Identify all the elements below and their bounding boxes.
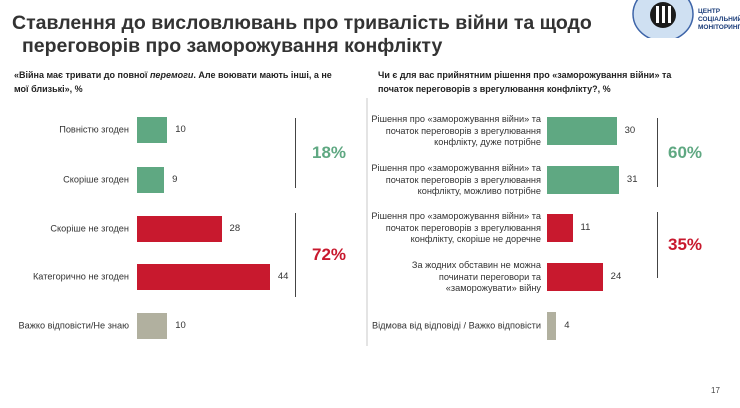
data-label: 11 [580, 222, 591, 233]
bar-disagree [137, 264, 270, 290]
summary-percent-disagree: 35% [668, 235, 703, 254]
bar-disagree [547, 263, 603, 291]
summary-percent-agree: 18% [312, 143, 347, 162]
bar-agree [137, 117, 168, 143]
summary-percent-disagree: 72% [312, 245, 347, 264]
data-label: 44 [277, 271, 289, 282]
bar-agree [137, 167, 165, 193]
logo-icon: ЦЕНТР СОЦІАЛЬНИЙ МОНІТОРИНГ [632, 0, 740, 42]
bracket-disagree [295, 213, 296, 297]
category-label: За жодних обставин не можна починати пер… [411, 259, 541, 293]
category-label: Скоріше не згоден [50, 223, 129, 234]
divider [366, 98, 368, 346]
bar-neutral [137, 313, 168, 339]
title-line-1: Ставлення до висловлювань про тривалість… [12, 12, 592, 34]
left-chart-question: «Війна має тривати до повної перемоги. А… [14, 68, 344, 96]
q-part: «Війна має тривати до повної [14, 70, 150, 80]
bracket-disagree [657, 212, 658, 278]
data-label: 9 [172, 174, 178, 185]
data-label: 31 [626, 174, 638, 185]
page-number: 17 [711, 386, 720, 395]
data-label: 28 [229, 223, 241, 234]
category-label: Категорично не згоден [32, 271, 129, 282]
bar-disagree [137, 216, 222, 242]
logo: ЦЕНТР СОЦІАЛЬНИЙ МОНІТОРИНГ [628, 0, 740, 42]
title-line-2: переговорів про заморожування конфлікту [22, 35, 443, 57]
bar-agree [547, 117, 617, 145]
category-label: Рішення про «заморожування війни» та поч… [371, 113, 541, 147]
bracket-agree [295, 118, 296, 188]
svg-text:СОЦІАЛЬНИЙ: СОЦІАЛЬНИЙ [698, 14, 740, 23]
bar-neutral [547, 312, 557, 340]
bar-agree [547, 166, 619, 194]
q-part-italic: перемоги [149, 70, 194, 80]
q-part: . Але воювати мають інші, а не мої близь… [14, 70, 332, 94]
category-label: Повністю згоден [59, 124, 129, 135]
category-label: Рішення про «заморожування війни» та поч… [371, 210, 541, 244]
bracket-agree [657, 118, 658, 187]
right-chart-question: Чи є для вас прийнятним рішення про «зам… [378, 70, 672, 94]
data-label: 24 [610, 271, 622, 282]
summary-percent-agree: 60% [668, 142, 703, 162]
category-label: Відмова від відповіді / Важко відповісти [372, 320, 541, 331]
svg-text:МОНІТОРИНГ: МОНІТОРИНГ [698, 24, 740, 31]
category-label: Рішення про «заморожування війни» та поч… [371, 162, 541, 196]
data-label: 10 [175, 320, 186, 331]
bar-disagree [547, 214, 573, 242]
data-label: 4 [564, 320, 570, 331]
page-title: Ставлення до висловлювань про тривалість… [12, 12, 612, 58]
data-label: 10 [175, 124, 186, 135]
category-label: Скоріше згоден [63, 174, 129, 185]
data-label: 30 [624, 125, 636, 136]
category-label: Важко відповісти/Не знаю [18, 320, 129, 331]
svg-text:ЦЕНТР: ЦЕНТР [698, 8, 721, 15]
